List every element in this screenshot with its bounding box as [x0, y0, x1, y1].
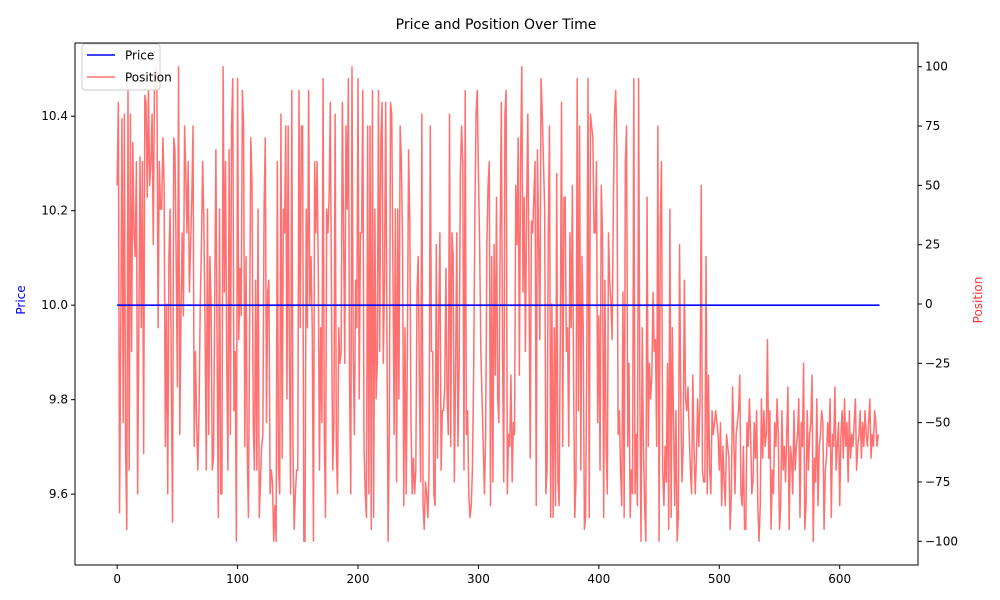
x-tick-label: 100 [226, 572, 249, 586]
legend-label-position: Position [125, 71, 172, 85]
chart-title: Price and Position Over Time [396, 17, 597, 33]
right-y-axis-ticks: −100 −75 −50 −25 0 25 50 75 100 [918, 60, 958, 548]
left-y-axis-title: Price [14, 285, 28, 314]
x-tick-label: 200 [347, 572, 370, 586]
left-y-tick-label: 10.2 [41, 204, 68, 218]
x-tick-label: 500 [708, 572, 731, 586]
x-tick-label: 300 [467, 572, 490, 586]
right-y-tick-label: 50 [925, 178, 940, 192]
legend: Price Position [81, 43, 172, 91]
position-line [116, 65, 880, 543]
x-tick-label: 0 [113, 572, 121, 586]
left-y-tick-label: 10.4 [41, 109, 68, 123]
x-axis-ticks: 0 100 200 300 400 500 600 [113, 565, 851, 586]
right-y-tick-label: −50 [925, 416, 950, 430]
left-y-tick-label: 9.8 [49, 393, 68, 407]
position-series [116, 65, 880, 543]
right-y-tick-label: 0 [925, 297, 933, 311]
x-tick-label: 400 [587, 572, 610, 586]
right-y-axis-title: Position [971, 277, 985, 324]
right-y-tick-label: −75 [925, 475, 950, 489]
right-y-tick-label: −100 [925, 534, 958, 548]
right-y-tick-label: 75 [925, 119, 940, 133]
right-y-tick-label: 100 [925, 60, 948, 74]
left-y-tick-label: 10.0 [41, 298, 68, 312]
x-tick-label: 600 [828, 572, 851, 586]
right-y-tick-label: 25 [925, 238, 940, 252]
left-y-axis-ticks: 9.6 9.8 10.0 10.2 10.4 [41, 109, 75, 501]
left-y-tick-label: 9.6 [49, 487, 68, 501]
right-y-tick-label: −25 [925, 356, 950, 370]
legend-label-price: Price [125, 49, 154, 63]
